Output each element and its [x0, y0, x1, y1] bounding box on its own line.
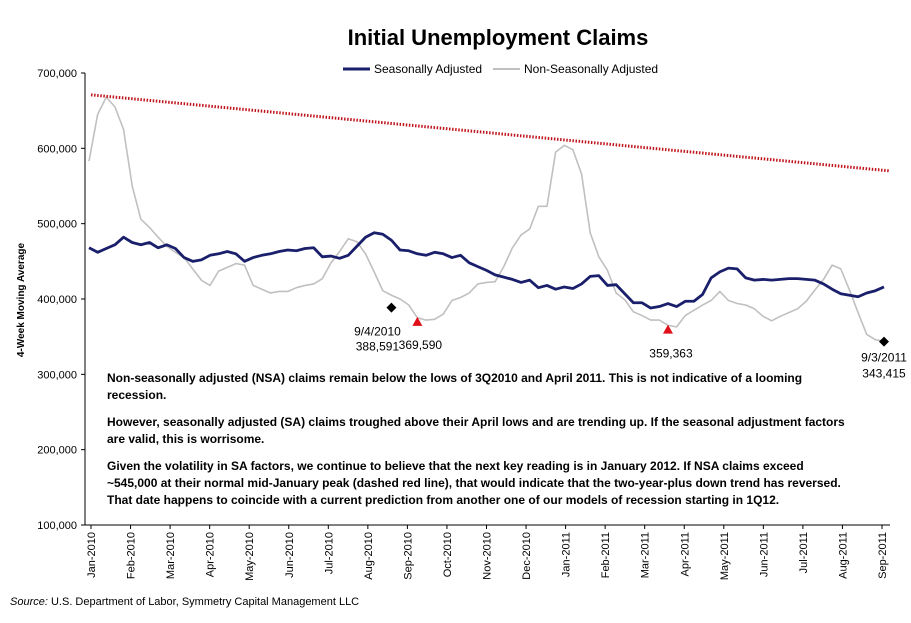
- x-tick-label: Jun-2011: [758, 532, 770, 577]
- x-tick-label: Jan-2010: [86, 532, 98, 578]
- annotation-value: 369,590: [399, 338, 443, 352]
- annotation-value: 359,363: [649, 347, 693, 361]
- y-tick-label: 400,000: [37, 294, 77, 306]
- commentary: Non-seasonally adjusted (NSA) claims rem…: [107, 370, 847, 519]
- y-tick-label: 100,000: [37, 520, 77, 532]
- x-tick-label: Jul-2011: [798, 532, 810, 573]
- y-tick-label: 600,000: [37, 143, 77, 155]
- x-tick-label: Sep-2011: [877, 532, 889, 579]
- y-axis-label: 4-Week Moving Average: [16, 243, 27, 358]
- x-tick-label: Mar-2010: [165, 532, 177, 579]
- y-tick-label: 300,000: [37, 369, 77, 381]
- chart-title: Initial Unemployment Claims: [348, 25, 649, 50]
- x-tick-label: Oct-2010: [442, 532, 454, 577]
- commentary-p3: Given the volatility in SA factors, we c…: [107, 459, 841, 507]
- y-tick-label: 700,000: [37, 68, 77, 80]
- x-axis-ticks: Jan-2010 Feb-2010 Mar-2010 Apr-2010 May-2010…: [86, 525, 889, 581]
- legend-label: Non-Seasonally Adjusted: [524, 62, 658, 76]
- series-line-nsa: [88, 96, 885, 342]
- annotation-date: 9/4/2010: [354, 325, 401, 339]
- marker-diamond: [879, 336, 889, 347]
- x-tick-label: Nov-2010: [482, 532, 494, 580]
- x-tick-label: Aug-2010: [363, 532, 375, 580]
- marker-triangle: [412, 316, 423, 326]
- commentary-p1: Non-seasonally adjusted (NSA) claims rem…: [107, 371, 803, 402]
- marker-triangle: [662, 324, 673, 334]
- x-tick-label: Apr-2010: [205, 532, 217, 577]
- source-text: U.S. Department of Labor, Symmetry Capit…: [50, 596, 360, 608]
- x-tick-label: Feb-2011: [600, 532, 612, 578]
- x-tick-label: Dec-2010: [521, 532, 533, 580]
- x-tick-label: Apr-2011: [679, 532, 691, 576]
- y-tick-label: 500,000: [37, 219, 77, 231]
- source-note: Source: U.S. Department of Labor, Symmet…: [10, 596, 359, 608]
- x-tick-label: Jul-2010: [323, 532, 335, 574]
- x-tick-label: Mar-2011: [640, 532, 652, 578]
- marker-diamond: [386, 302, 397, 313]
- source-label: Source:: [10, 596, 48, 608]
- annotation-value: 388,591: [356, 340, 400, 354]
- legend-label: Seasonally Adjusted: [374, 62, 482, 76]
- annotation-value: 343,415: [862, 367, 906, 381]
- x-tick-label: Sep-2010: [402, 532, 414, 580]
- x-tick-label: Jun-2010: [284, 532, 296, 578]
- legend: Seasonally Adjusted Non-Seasonally Adjust…: [343, 62, 658, 76]
- commentary-p2: However, seasonally adjusted (SA) claims…: [107, 415, 845, 446]
- x-tick-label: Jan-2011: [561, 532, 573, 577]
- y-axis-ticks: 100,000 200,000 300,000 400,000 500,000 600,0…: [37, 68, 85, 532]
- x-tick-label: Aug-2011: [837, 532, 849, 579]
- y-tick-label: 200,000: [37, 445, 77, 457]
- series-line-sa: [88, 231, 885, 310]
- x-tick-label: May-2010: [244, 532, 256, 581]
- x-tick-label: May-2011: [719, 532, 731, 580]
- annotation-date: 9/3/2011: [861, 351, 907, 365]
- series-layer: [88, 93, 891, 342]
- trend-line-dotted: [90, 93, 891, 173]
- x-tick-label: Feb-2010: [126, 532, 138, 579]
